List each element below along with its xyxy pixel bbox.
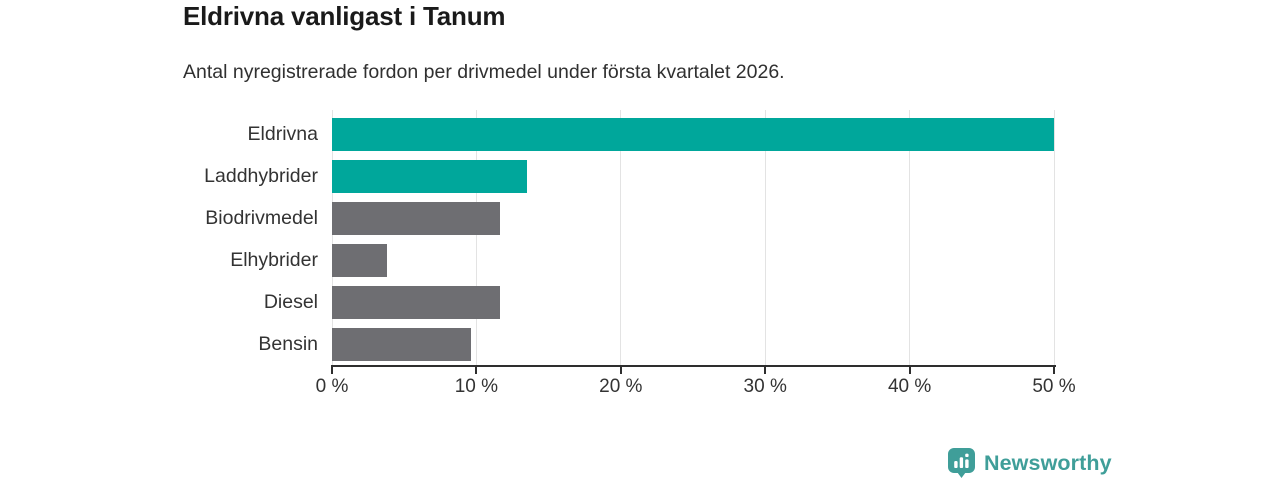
gridline-40 bbox=[909, 110, 911, 365]
gridline-50 bbox=[1053, 110, 1055, 365]
category-label-biodrivmedel: Biodrivmedel bbox=[205, 207, 318, 229]
bar-laddhybrider bbox=[332, 160, 527, 193]
gridline-10 bbox=[475, 110, 477, 365]
newsworthy-logo-text: Newsworthy bbox=[984, 450, 1112, 475]
bar-biodrivmedel bbox=[332, 202, 500, 235]
newsworthy-logo: Newsworthy bbox=[947, 447, 1112, 479]
x-axis-line bbox=[331, 365, 1056, 367]
x-axis-tick-label-0: 0 % bbox=[315, 376, 349, 397]
bar-bensin bbox=[332, 328, 471, 361]
category-label-bensin: Bensin bbox=[258, 333, 318, 355]
category-label-eldrivna: Eldrivna bbox=[247, 123, 318, 145]
plot-area bbox=[331, 110, 1055, 365]
bar-eldrivna bbox=[332, 118, 1054, 151]
gridline-30 bbox=[764, 110, 766, 365]
newsworthy-logo-icon bbox=[948, 448, 975, 478]
bar-elhybrider bbox=[332, 244, 387, 277]
x-axis-tick-label-10: 10 % bbox=[454, 376, 499, 397]
category-axis: Eldrivna Laddhybrider Biodrivmedel Elhybrid… bbox=[0, 110, 318, 365]
chart-title: Eldrivna vanligast i Tanum bbox=[183, 1, 506, 31]
x-axis-tick-10 bbox=[475, 366, 478, 374]
category-label-diesel: Diesel bbox=[263, 291, 318, 313]
x-axis-tick-40 bbox=[908, 366, 911, 374]
category-label-laddhybrider: Laddhybrider bbox=[204, 165, 318, 187]
x-axis-tick-label-40: 40 % bbox=[887, 376, 932, 397]
x-axis-tick-label-20: 20 % bbox=[599, 376, 643, 397]
gridline-20 bbox=[620, 110, 622, 365]
x-axis: 0 % 10 % 20 % 30 % 40 % 50 % bbox=[316, 365, 1076, 405]
chart-subtitle: Antal nyregistrerade fordon per drivmede… bbox=[183, 61, 785, 83]
x-axis-tick-30 bbox=[764, 366, 767, 374]
x-axis-tick-0 bbox=[331, 366, 333, 374]
category-label-elhybrider: Elhybrider bbox=[230, 249, 318, 271]
x-axis-tick-label-30: 30 % bbox=[743, 376, 787, 397]
x-axis-tick-50 bbox=[1053, 366, 1055, 374]
bar-diesel bbox=[332, 286, 500, 319]
gridline-0 bbox=[331, 110, 333, 365]
x-axis-tick-20 bbox=[619, 366, 622, 374]
x-axis-tick-label-50: 50 % bbox=[1032, 376, 1076, 397]
